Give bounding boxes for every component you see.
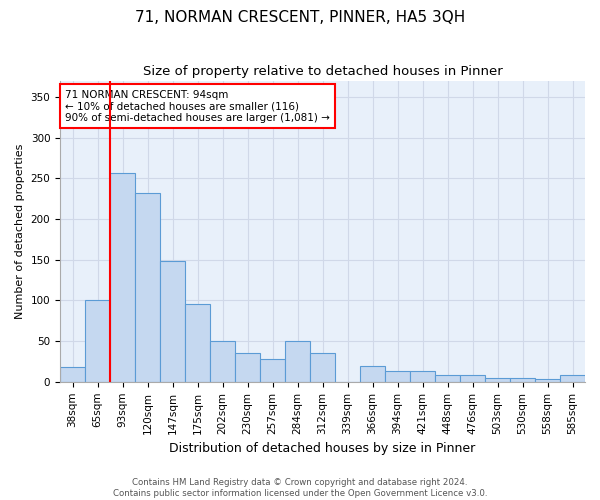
Bar bbox=[85, 300, 110, 382]
Bar bbox=[310, 354, 335, 382]
Bar bbox=[285, 341, 310, 382]
Bar bbox=[60, 367, 85, 382]
Bar bbox=[160, 262, 185, 382]
Bar bbox=[485, 378, 510, 382]
Bar bbox=[560, 376, 585, 382]
Bar bbox=[410, 371, 435, 382]
Text: Contains HM Land Registry data © Crown copyright and database right 2024.
Contai: Contains HM Land Registry data © Crown c… bbox=[113, 478, 487, 498]
Bar bbox=[385, 371, 410, 382]
Bar bbox=[185, 304, 210, 382]
Bar bbox=[510, 378, 535, 382]
Title: Size of property relative to detached houses in Pinner: Size of property relative to detached ho… bbox=[143, 65, 502, 78]
Bar bbox=[460, 376, 485, 382]
Bar bbox=[210, 341, 235, 382]
Bar bbox=[360, 366, 385, 382]
Bar bbox=[435, 376, 460, 382]
Text: 71 NORMAN CRESCENT: 94sqm
← 10% of detached houses are smaller (116)
90% of semi: 71 NORMAN CRESCENT: 94sqm ← 10% of detac… bbox=[65, 90, 330, 123]
Bar bbox=[135, 193, 160, 382]
X-axis label: Distribution of detached houses by size in Pinner: Distribution of detached houses by size … bbox=[169, 442, 476, 455]
Bar bbox=[110, 174, 135, 382]
Text: 71, NORMAN CRESCENT, PINNER, HA5 3QH: 71, NORMAN CRESCENT, PINNER, HA5 3QH bbox=[135, 10, 465, 25]
Bar bbox=[260, 359, 285, 382]
Bar bbox=[535, 380, 560, 382]
Bar bbox=[235, 354, 260, 382]
Y-axis label: Number of detached properties: Number of detached properties bbox=[15, 144, 25, 319]
